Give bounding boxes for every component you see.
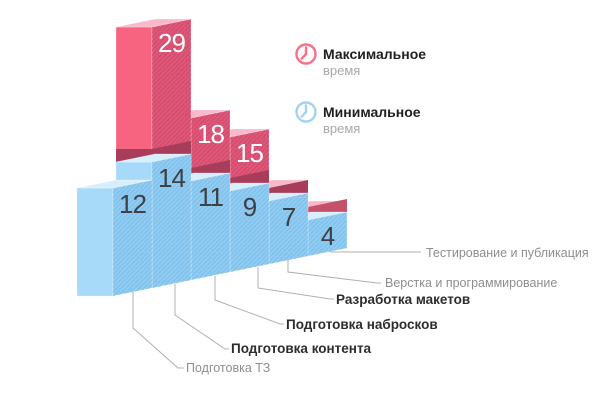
leader-lines-group (132, 251, 421, 369)
min-bar-1-top (115, 153, 192, 163)
bar-value-max-1: 18 (197, 119, 224, 149)
clock-icon-max (295, 43, 317, 65)
leader-line-0 (132, 292, 184, 369)
min-bar-4-side-hatch (269, 193, 308, 264)
legend: Максимальное время Минимальное время (295, 43, 426, 136)
min-bar-0-front (76, 187, 114, 297)
category-label-5: Тестирование и публикация (426, 246, 589, 260)
min-bar-1-side-hatch (152, 154, 191, 288)
leader-line-1 (174, 284, 229, 350)
legend-item-max: Максимальное время (295, 43, 426, 78)
category-label-1: Подготовка контента (231, 341, 372, 356)
legend-max-sublabel: время (323, 63, 360, 78)
bar-value-min-4: 7 (282, 202, 296, 232)
min-bar-0-top (76, 179, 153, 189)
min-bar-3-side-hatch (230, 183, 269, 272)
category-label-0: Подготовка ТЗ (186, 361, 270, 375)
max-bar-0-top (115, 18, 192, 28)
min-bar-0-side-hatch (113, 180, 152, 296)
bar-value-min-2: 11 (198, 182, 224, 212)
category-label-2: Подготовка набросков (286, 317, 438, 332)
leader-line-4 (287, 259, 381, 284)
category-label-4: Верстка и программирование (385, 276, 557, 290)
leader-line-2 (214, 276, 284, 325)
bars-3d-group: 12 14 11 9 74 29 18 15 (76, 18, 348, 297)
clock-icon-min (295, 101, 317, 123)
legend-max-label: Максимальное (323, 46, 426, 62)
legend-min-label: Минимальное (323, 104, 421, 120)
bar-value-min-3: 9 (243, 192, 257, 222)
category-labels: Подготовка ТЗ Подготовка контента Подгот… (186, 246, 589, 375)
category-label-3: Разработка макетов (336, 292, 470, 307)
leader-line-3 (257, 267, 334, 300)
legend-item-min: Минимальное время (295, 101, 421, 136)
min-bar-5-side-hatch (308, 212, 347, 256)
bar-value-max-0: 29 (158, 28, 185, 58)
bar-value-min-0: 12 (119, 189, 146, 219)
min-bar-2-side-hatch (191, 173, 230, 280)
bar-value-min-5: 4 (321, 221, 335, 251)
bar-value-min-1: 14 (158, 163, 185, 193)
legend-min-sublabel: время (323, 121, 360, 136)
bar-value-max-2: 15 (236, 138, 263, 168)
